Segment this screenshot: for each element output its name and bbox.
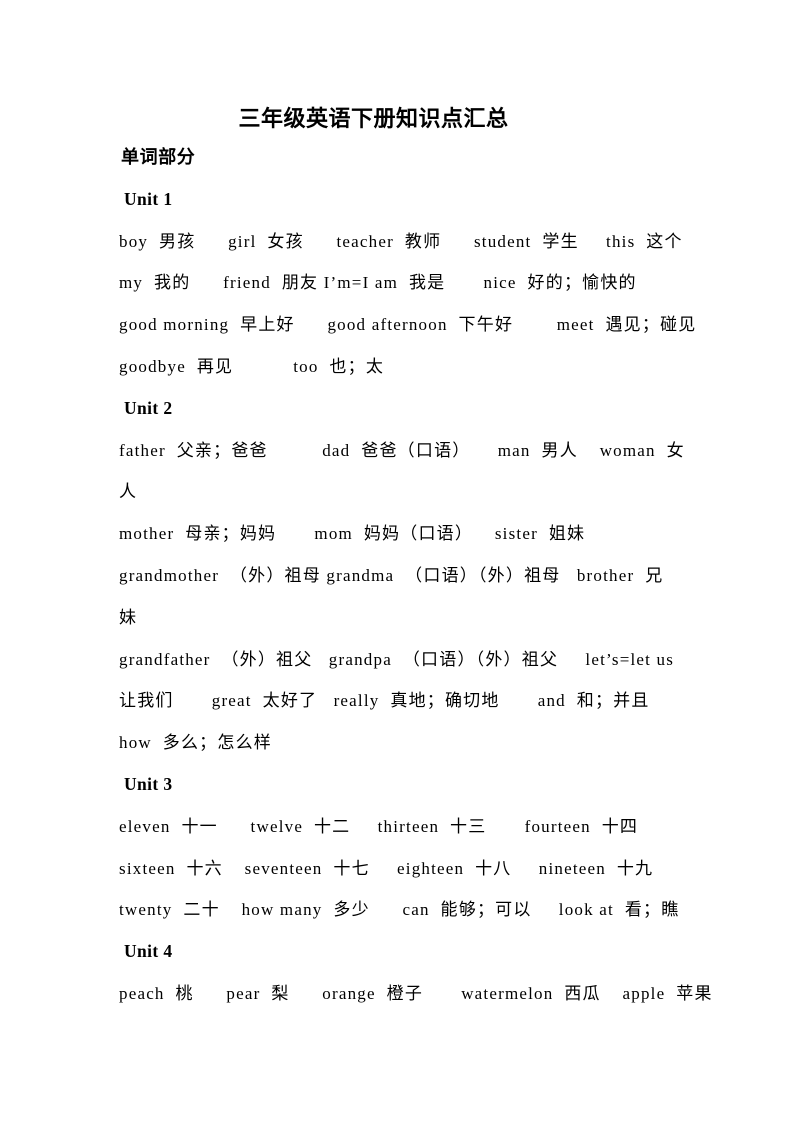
vocab-line: father 父亲；爸爸 dad 爸爸（口语） man 男人 woman 女	[119, 440, 685, 460]
vocab-line: 人	[119, 482, 138, 502]
section-heading: 单词部分	[121, 147, 196, 167]
vocab-line: goodbye 再见 too 也；太	[119, 356, 385, 376]
unit-1-heading: Unit 1	[124, 188, 173, 209]
vocab-line: twenty 二十 how many 多少 can 能够；可以 look at …	[119, 900, 680, 920]
vocab-line: peach 桃 pear 梨 orange 橙子 watermelon 西瓜 a…	[119, 983, 713, 1003]
unit-2-heading: Unit 2	[124, 397, 173, 418]
unit-1-section: Unit 1 boy 男孩 girl 女孩 teacher 教师 student…	[119, 179, 697, 388]
vocab-line: sixteen 十六 seventeen 十七 eighteen 十八 nine…	[119, 858, 654, 878]
vocab-line: eleven 十一 twelve 十二 thirteen 十三 fourteen…	[119, 816, 639, 836]
vocab-line: good morning 早上好 good afternoon 下午好 meet…	[119, 315, 697, 335]
unit-3-section: Unit 3 eleven 十一 twelve 十二 thirteen 十三 f…	[119, 764, 686, 931]
unit-3-heading: Unit 3	[124, 773, 173, 794]
vocab-line: my 我的 friend 朋友 I’m=I am 我是 nice 好的；愉快的	[119, 273, 637, 293]
vocab-line: mother 母亲；妈妈 mom 妈妈（口语） sister 姐妹	[119, 524, 586, 544]
vocab-line: boy 男孩 girl 女孩 teacher 教师 student 学生 thi…	[119, 231, 683, 251]
vocab-line: grandmother （外）祖母 grandma （口语）（外）祖母 brot…	[119, 565, 664, 585]
unit-4-section: Unit 4 peach 桃 pear 梨 orange 橙子 watermel…	[119, 931, 713, 1015]
vocab-line: 让我们 great 太好了 really 真地；确切地 and 和；并且	[119, 691, 650, 711]
document-title: 三年级英语下册知识点汇总	[238, 106, 509, 131]
document-content: 三年级英语下册知识点汇总 单词部分 Unit 1 boy 男孩 girl 女孩 …	[119, 106, 713, 1015]
unit-2-section: Unit 2 father 父亲；爸爸 dad 爸爸（口语） man 男人 wo…	[119, 388, 686, 764]
vocab-line: 妹	[119, 607, 138, 627]
unit-4-heading: Unit 4	[124, 941, 173, 962]
vocab-line: grandfather （外）祖父 grandpa （口语）（外）祖父 let’…	[119, 649, 675, 669]
vocab-line: how 多么；怎么样	[119, 733, 272, 753]
